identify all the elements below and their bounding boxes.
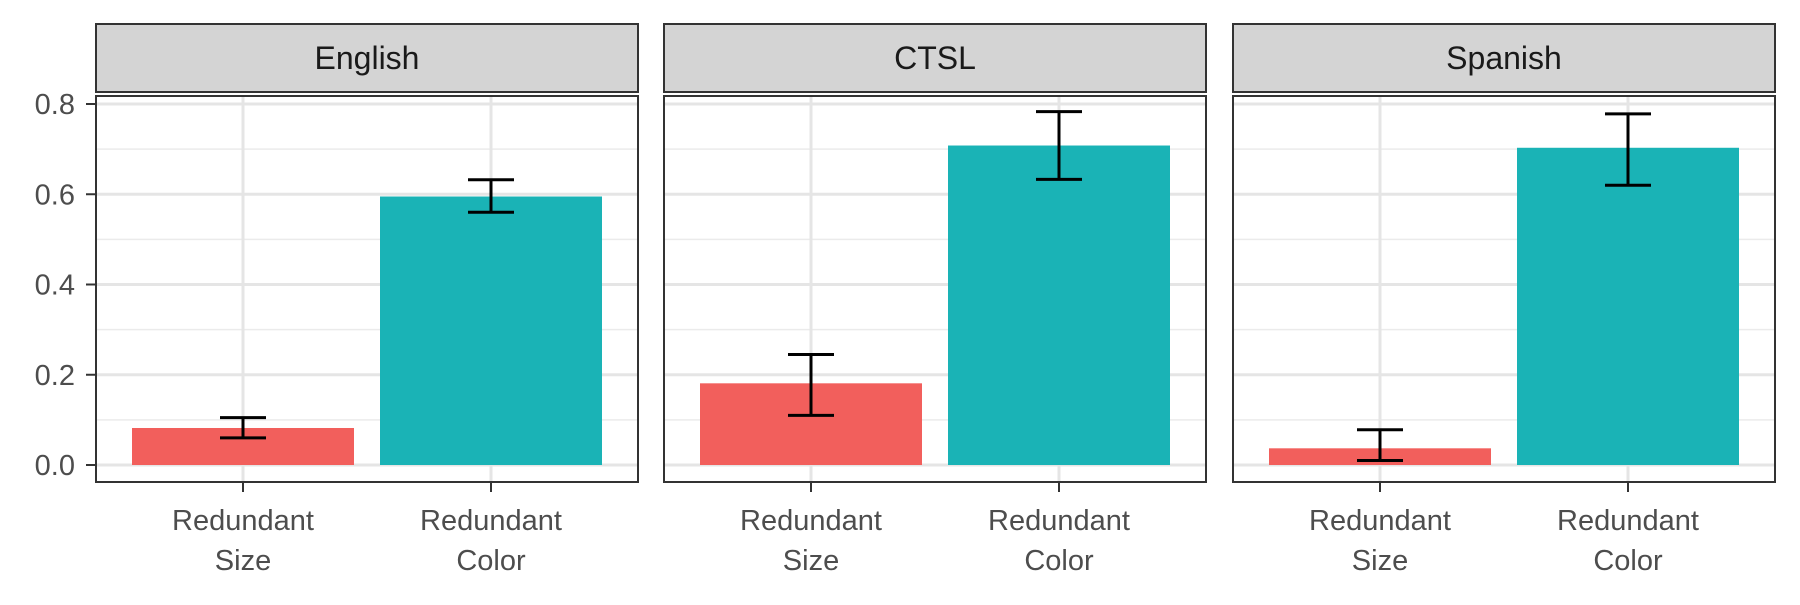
panel-ctsl: CTSL Redundant Size Redundant Color [663, 23, 1207, 577]
y-tick-label: 0.8 [35, 89, 75, 121]
panel-strip-label: Spanish [1446, 40, 1562, 76]
panel-spanish: Spanish Redundant Size Redundant Color [1232, 23, 1776, 577]
x-tick-label-line: Redundant [1309, 505, 1451, 537]
x-tick-label: Redundant Color [1557, 505, 1699, 577]
x-tick-label-line: Redundant [172, 505, 314, 537]
panel-border [95, 95, 639, 483]
x-tick-label-line: Size [783, 545, 839, 577]
y-tick-label: 0.6 [35, 179, 75, 211]
x-tick-label-line: Size [215, 545, 271, 577]
x-tick-label-line: Redundant [740, 505, 882, 537]
bar-redundant-color [948, 145, 1170, 465]
panel-strip-label: CTSL [894, 40, 976, 76]
y-tick-label: 0.2 [35, 360, 75, 392]
panel-strip [1232, 23, 1776, 93]
panel-strip [95, 23, 639, 93]
panel-strip [663, 23, 1207, 93]
x-tick-label-line: Color [1593, 545, 1663, 577]
bar-redundant-color [380, 196, 602, 465]
x-tick-label-line: Size [1352, 545, 1408, 577]
panel-border [1232, 95, 1776, 483]
x-tick-label: Redundant Size [172, 505, 314, 577]
x-tick-label: Redundant Size [1309, 505, 1451, 577]
x-tick-label-line: Color [1024, 545, 1094, 577]
x-tick-label-line: Redundant [1557, 505, 1699, 537]
x-tick-label-line: Redundant [420, 505, 562, 537]
x-tick-label-line: Color [456, 545, 526, 577]
x-tick-label: Redundant Color [988, 505, 1130, 577]
panel-english: English Redundant Size Redundant Color [95, 23, 639, 577]
bar-redundant-color [1517, 147, 1739, 466]
x-tick-label: Redundant Color [420, 505, 562, 577]
y-tick-label: 0.0 [35, 450, 75, 482]
x-tick-label: Redundant Size [740, 505, 882, 577]
panel-border [663, 95, 1207, 483]
y-tick-label: 0.4 [35, 270, 75, 302]
x-tick-label-line: Redundant [988, 505, 1130, 537]
panel-strip-label: English [315, 40, 420, 76]
